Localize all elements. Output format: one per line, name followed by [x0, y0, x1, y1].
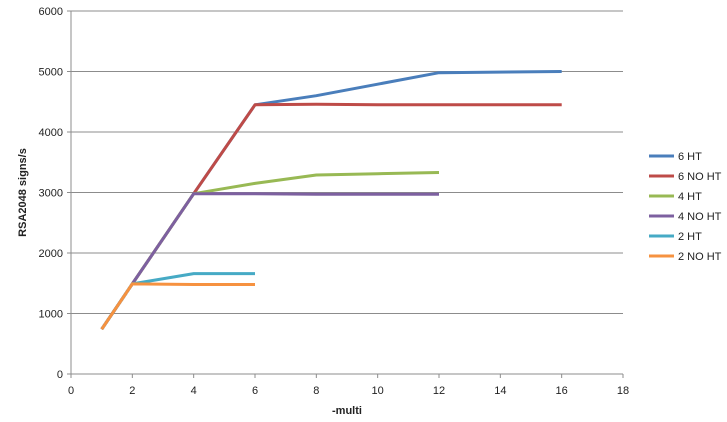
legend: 6 HT 6 NO HT 4 HT 4 NO HT 2 HT 2 NO HT	[649, 151, 722, 263]
series-lines	[100, 70, 562, 331]
x-tick-label: 16	[556, 385, 568, 397]
legend-label: 2 HT	[678, 231, 702, 243]
axes: 0 1000 2000 3000 4000 5000 6000 0 2 4 6 8 10 12 14 16 18	[39, 6, 630, 397]
legend-label: 4 HT	[678, 191, 702, 203]
legend-label: 2 NO HT	[678, 251, 722, 263]
legend-label: 4 NO HT	[678, 211, 722, 223]
x-axis-title: -multi	[332, 405, 362, 417]
series-line-2-no-ht	[100, 282, 255, 331]
x-tick-label: 6	[252, 385, 258, 397]
y-tick-label: 1000	[39, 309, 63, 321]
series-line-4-no-ht	[100, 192, 439, 331]
series-line-4-ht	[100, 171, 440, 331]
y-axis-title: RSA2048 signs/s	[17, 148, 29, 237]
legend-label: 6 HT	[678, 151, 702, 163]
series-line-2-ht	[100, 272, 255, 331]
gridlines	[71, 10, 623, 375]
x-tick-label: 18	[617, 385, 629, 397]
y-tick-label: 6000	[39, 6, 63, 18]
y-tick-label: 4000	[39, 127, 63, 139]
x-tick-label: 14	[494, 385, 506, 397]
x-tick-label: 12	[433, 385, 445, 397]
x-tick-label: 2	[129, 385, 135, 397]
y-tick-label: 2000	[39, 248, 63, 260]
x-tick-label: 4	[191, 385, 197, 397]
x-tick-label: 0	[68, 385, 74, 397]
x-tick-label: 10	[372, 385, 384, 397]
y-tick-label: 3000	[39, 188, 63, 200]
legend-label: 6 NO HT	[678, 171, 722, 183]
series-line-6-no-ht	[100, 102, 562, 331]
series-line-6-ht	[100, 70, 562, 331]
y-tick-label: 5000	[39, 67, 63, 79]
x-tick-label: 8	[313, 385, 319, 397]
y-tick-label: 0	[57, 369, 63, 381]
